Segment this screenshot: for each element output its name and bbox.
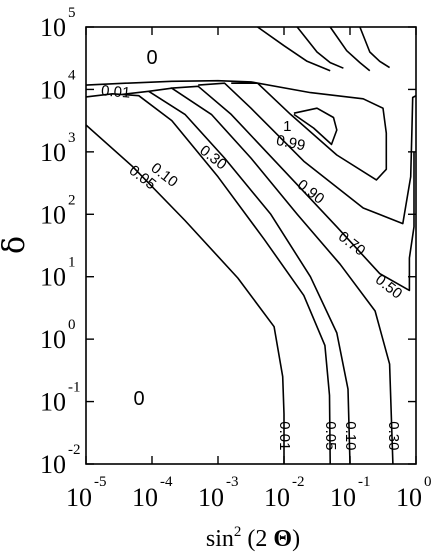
y-tick-label: 10 (40, 388, 66, 417)
x-tick-label: 10 (396, 483, 422, 512)
x-label-sin: sin (206, 526, 234, 552)
x-tick-label: 10 (198, 483, 224, 512)
contour-label: 0.99 (275, 132, 307, 155)
y-tick-exponent: -2 (68, 442, 81, 458)
x-label-power: 2 (234, 524, 242, 540)
x-label-theta: Θ (273, 526, 292, 552)
y-tick-exponent: 4 (68, 67, 76, 83)
x-tick-label: 10 (330, 483, 356, 512)
contour-line-0.90 (85, 79, 388, 181)
y-tick-label: 10 (40, 75, 66, 104)
x-tick-exponent: -1 (358, 474, 371, 490)
y-tick-label: 10 (40, 200, 66, 229)
y-tick-exponent: 3 (68, 130, 76, 146)
x-tick-exponent: -2 (292, 474, 305, 490)
y-tick-label: 10 (40, 138, 66, 167)
contour-line-0.99 (293, 107, 338, 146)
contour-label: 0.10 (342, 421, 359, 450)
contour-line-0.30 (148, 87, 394, 465)
contour-line-0.70 (198, 82, 417, 225)
contour-label: 0.01 (100, 82, 131, 101)
contour-line-0.90-top (329, 26, 371, 72)
y-tick-label: 10 (40, 263, 66, 292)
y-tick-exponent: 1 (68, 255, 76, 271)
region-label-top: 0 (146, 47, 157, 69)
contour-label: 0.01 (276, 421, 293, 450)
x-label-close: ) (292, 526, 300, 552)
contour-line-0.50-top (257, 26, 331, 72)
contour-label: 0.30 (385, 421, 402, 450)
x-tick-exponent: -4 (160, 474, 173, 490)
contour-line-0.70-top (296, 26, 344, 69)
contour-label: 0.05 (322, 421, 339, 450)
x-tick-label: 10 (132, 483, 158, 512)
y-tick-label: 10 (40, 325, 66, 354)
contour-label: 0.90 (294, 176, 327, 207)
x-tick-exponent: -3 (226, 474, 239, 490)
x-axis-label: sin2 (2 Θ) (206, 524, 300, 552)
axis-ticks (85, 26, 417, 465)
contour-label: 0.50 (372, 271, 405, 302)
y-tick-exponent: -1 (68, 380, 81, 396)
x-tick-exponent: -5 (94, 474, 107, 490)
x-tick-exponent: 0 (424, 474, 432, 490)
y-tick-exponent: 0 (68, 317, 76, 333)
region-label-bottom: 0 (133, 388, 144, 410)
contour-line-0.10 (122, 90, 351, 465)
contour-label: 0.30 (196, 142, 229, 173)
y-tick-exponent: 5 (68, 5, 76, 21)
y-axis-label: δ (0, 236, 32, 254)
y-tick-exponent: 2 (68, 192, 76, 208)
plot-frame (85, 26, 417, 465)
contour-label: 1 (283, 118, 291, 135)
contour-lines (85, 26, 417, 465)
x-tick-label: 10 (264, 483, 290, 512)
contour-line-0.01 (85, 124, 285, 464)
x-tick-label: 10 (66, 483, 92, 512)
contour-line-0.50 (170, 85, 415, 292)
y-tick-label: 10 (40, 13, 66, 42)
x-label-rest: (2 (241, 526, 273, 552)
contour-line-0.99-top (359, 26, 391, 69)
y-tick-label: 10 (40, 450, 66, 479)
